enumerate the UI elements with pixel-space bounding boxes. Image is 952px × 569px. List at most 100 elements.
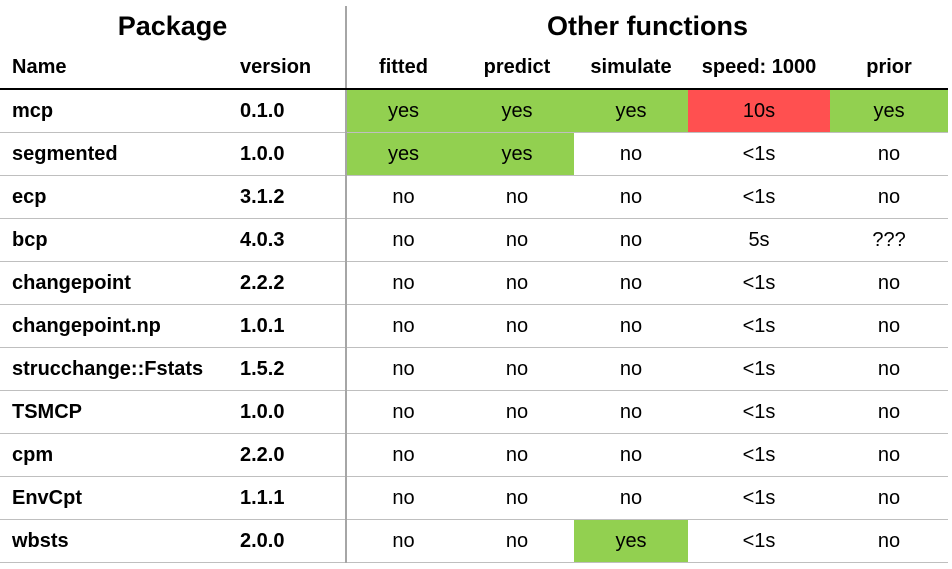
table-row: changepoint.np 1.0.1 no no no <1s no	[0, 304, 949, 348]
package-name: changepoint.np	[0, 304, 228, 348]
fitted-cell: no	[346, 476, 460, 520]
package-name: changepoint	[0, 261, 228, 305]
simulate-cell: no	[574, 175, 688, 219]
predict-cell: no	[460, 175, 574, 219]
predict-cell: no	[460, 476, 574, 520]
prior-cell: no	[830, 261, 949, 305]
simulate-cell: yes	[574, 519, 688, 563]
package-comparison-table: Package Other functions Name version fit…	[0, 6, 949, 563]
simulate-cell: no	[574, 218, 688, 262]
prior-cell: no	[830, 519, 949, 563]
simulate-cell: no	[574, 304, 688, 348]
simulate-cell: no	[574, 390, 688, 434]
predict-cell: no	[460, 519, 574, 563]
speed-cell: <1s	[688, 519, 830, 563]
simulate-cell: no	[574, 347, 688, 391]
package-name: bcp	[0, 218, 228, 262]
column-header-simulate: simulate	[574, 46, 688, 90]
fitted-cell: yes	[346, 132, 460, 176]
package-version: 1.0.1	[228, 304, 347, 348]
package-name: segmented	[0, 132, 228, 176]
predict-cell: no	[460, 261, 574, 305]
speed-cell: <1s	[688, 433, 830, 477]
speed-cell: <1s	[688, 347, 830, 391]
package-version: 3.1.2	[228, 175, 347, 219]
package-name: cpm	[0, 433, 228, 477]
package-version: 1.0.0	[228, 390, 347, 434]
column-header-fitted: fitted	[346, 46, 460, 90]
fitted-cell: no	[346, 347, 460, 391]
simulate-cell: no	[574, 261, 688, 305]
prior-cell: no	[830, 132, 949, 176]
table-row: EnvCpt 1.1.1 no no no <1s no	[0, 476, 949, 520]
prior-cell: no	[830, 390, 949, 434]
prior-cell: no	[830, 304, 949, 348]
package-name: mcp	[0, 89, 228, 133]
package-version: 1.1.1	[228, 476, 347, 520]
column-header-prior: prior	[830, 46, 949, 90]
speed-cell: <1s	[688, 175, 830, 219]
predict-cell: no	[460, 304, 574, 348]
predict-cell: no	[460, 218, 574, 262]
fitted-cell: no	[346, 304, 460, 348]
table-row: bcp 4.0.3 no no no 5s ???	[0, 218, 949, 262]
package-version: 1.5.2	[228, 347, 347, 391]
column-header-speed: speed: 1000	[688, 46, 830, 90]
table-row: ecp 3.1.2 no no no <1s no	[0, 175, 949, 219]
package-version: 0.1.0	[228, 89, 347, 133]
package-name: ecp	[0, 175, 228, 219]
speed-cell: 5s	[688, 218, 830, 262]
speed-cell: 10s	[688, 89, 830, 133]
predict-cell: no	[460, 390, 574, 434]
fitted-cell: no	[346, 433, 460, 477]
speed-cell: <1s	[688, 304, 830, 348]
predict-cell: yes	[460, 132, 574, 176]
column-header-row: Name version fitted predict simulate spe…	[0, 46, 949, 90]
column-header-name: Name	[0, 46, 228, 90]
fitted-cell: no	[346, 390, 460, 434]
group-header-row: Package Other functions	[0, 6, 948, 46]
group-header-other-functions: Other functions	[547, 10, 749, 41]
fitted-cell: yes	[346, 89, 460, 133]
package-version: 2.2.0	[228, 433, 347, 477]
fitted-cell: no	[346, 519, 460, 563]
predict-cell: yes	[460, 89, 574, 133]
table-row: cpm 2.2.0 no no no <1s no	[0, 433, 949, 477]
speed-cell: <1s	[688, 261, 830, 305]
speed-cell: <1s	[688, 132, 830, 176]
package-version: 2.2.2	[228, 261, 347, 305]
speed-cell: <1s	[688, 476, 830, 520]
column-header-version: version	[228, 46, 347, 90]
package-name: strucchange::Fstats	[0, 347, 228, 391]
prior-cell: no	[830, 175, 949, 219]
prior-cell: ???	[830, 218, 949, 262]
table-row: wbsts 2.0.0 no no yes <1s no	[0, 519, 949, 563]
column-header-predict: predict	[460, 46, 574, 90]
package-name: wbsts	[0, 519, 228, 563]
predict-cell: no	[460, 433, 574, 477]
package-version: 1.0.0	[228, 132, 347, 176]
prior-cell: no	[830, 347, 949, 391]
simulate-cell: no	[574, 132, 688, 176]
predict-cell: no	[460, 347, 574, 391]
package-name: EnvCpt	[0, 476, 228, 520]
package-name: TSMCP	[0, 390, 228, 434]
prior-cell: no	[830, 476, 949, 520]
fitted-cell: no	[346, 218, 460, 262]
package-version: 4.0.3	[228, 218, 347, 262]
table-row: segmented 1.0.0 yes yes no <1s no	[0, 132, 949, 176]
simulate-cell: yes	[574, 89, 688, 133]
fitted-cell: no	[346, 175, 460, 219]
table-row: strucchange::Fstats 1.5.2 no no no <1s n…	[0, 347, 949, 391]
table-row: TSMCP 1.0.0 no no no <1s no	[0, 390, 949, 434]
simulate-cell: no	[574, 476, 688, 520]
group-header-package: Package	[0, 6, 347, 46]
prior-cell: no	[830, 433, 949, 477]
simulate-cell: no	[574, 433, 688, 477]
package-version: 2.0.0	[228, 519, 347, 563]
speed-cell: <1s	[688, 390, 830, 434]
table-row: mcp 0.1.0 yes yes yes 10s yes	[0, 89, 949, 133]
fitted-cell: no	[346, 261, 460, 305]
prior-cell: yes	[830, 89, 949, 133]
